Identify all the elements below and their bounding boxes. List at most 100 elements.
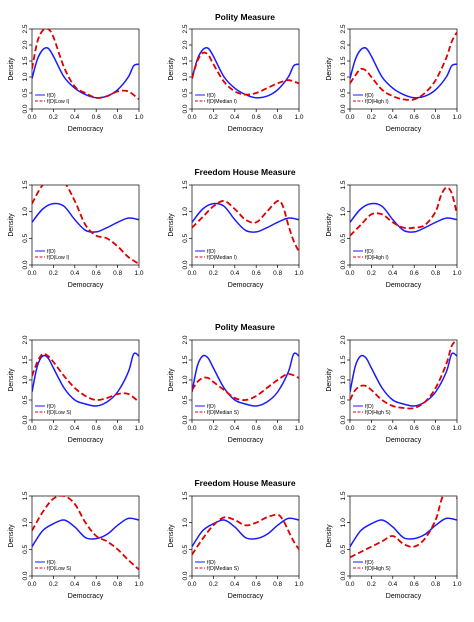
legend-label: f(D|Median I): [207, 99, 237, 105]
x-tick-label: 0.4: [388, 581, 397, 588]
conditional-density-line: [32, 185, 139, 265]
y-tick-label: 1.0: [22, 207, 29, 216]
x-tick-label: 0.4: [388, 425, 397, 432]
y-tick-label: 0.5: [22, 395, 29, 404]
legend: f(D)f(D|High I): [353, 249, 389, 261]
y-tick-label: 1.5: [182, 180, 189, 189]
y-axis-label: Density: [168, 213, 175, 237]
legend-label: f(D|Low I): [47, 255, 70, 261]
legend-label: f(D): [365, 404, 374, 410]
legend-label: f(D): [47, 560, 56, 566]
plot-frame: [191, 184, 300, 266]
x-tick-label: 0.6: [92, 270, 101, 277]
conditional-density-line: [192, 199, 299, 253]
fd-density-line: [350, 517, 457, 548]
conditional-density-line: [32, 29, 139, 101]
y-tick-label: 0.5: [340, 544, 347, 553]
x-tick-label: 0.8: [273, 425, 282, 432]
conditional-density-line: [32, 352, 139, 403]
x-tick-label: 1.0: [294, 114, 303, 121]
y-tick-label: 0.5: [340, 88, 347, 97]
y-tick-label: 1.5: [182, 355, 189, 364]
x-tick-label: 0.4: [230, 270, 239, 277]
x-tick-label: 0.2: [367, 270, 376, 277]
fd-density-line: [32, 517, 139, 548]
x-tick-label: 0.2: [367, 581, 376, 588]
x-tick-label: 0.6: [410, 270, 419, 277]
y-tick-label: 1.0: [22, 72, 29, 81]
y-tick-label: 0.0: [22, 571, 29, 580]
y-tick-label: 1.0: [182, 72, 189, 81]
panel-2: 0.0 0.2 0.4 0.6 0.8 1.0 0.0 0.5 1.0 1.5 2.0 2.5 Demo…: [168, 24, 304, 133]
y-tick-label: 1.5: [182, 56, 189, 65]
legend-label: f(D): [365, 560, 374, 566]
y-tick-label: 0.5: [182, 544, 189, 553]
x-axis-label: Democracy: [386, 282, 422, 289]
x-axis-label: Democracy: [228, 282, 264, 289]
x-tick-label: 0.6: [92, 581, 101, 588]
conditional-density-line: [350, 31, 457, 101]
panel-7: 0.0 0.2 0.4 0.6 0.8 1.0 0.0 0.5 1.0 1.5 2.0 Democra…: [8, 335, 144, 444]
x-tick-label: 0.8: [113, 114, 122, 121]
x-axis-label: Democracy: [386, 593, 422, 600]
x-tick-label: 1.0: [134, 581, 143, 588]
row-title-4: Freedom House Measure: [194, 478, 295, 488]
legend-label: f(D): [207, 249, 216, 255]
y-axis-label: Density: [326, 213, 333, 237]
y-tick-label: 0.5: [22, 233, 29, 242]
legend: f(D)f(D|Median I): [195, 249, 237, 261]
y-tick-label: 2.0: [340, 40, 347, 49]
x-tick-label: 0.0: [187, 581, 196, 588]
x-tick-label: 0.0: [345, 114, 354, 121]
x-tick-label: 0.4: [230, 581, 239, 588]
y-axis-label: Density: [168, 57, 175, 81]
x-tick-label: 0.6: [410, 425, 419, 432]
legend-label: f(D): [47, 93, 56, 99]
x-tick-label: 0.6: [92, 114, 101, 121]
y-tick-label: 1.0: [182, 518, 189, 527]
legend-label: f(D): [365, 249, 374, 255]
x-tick-label: 0.6: [92, 425, 101, 432]
y-tick-label: 1.5: [340, 491, 347, 500]
y-tick-label: 0.0: [22, 104, 29, 113]
y-tick-label: 1.5: [22, 491, 29, 500]
x-tick-label: 0.8: [431, 114, 440, 121]
x-tick-label: 0.2: [367, 425, 376, 432]
x-tick-label: 0.6: [252, 270, 261, 277]
legend-label: f(D): [207, 404, 216, 410]
x-tick-label: 0.4: [388, 114, 397, 121]
fd-density-line: [350, 352, 457, 407]
plot-frame: [349, 28, 458, 110]
plot-frame: [31, 495, 140, 577]
y-tick-label: 0.0: [22, 415, 29, 424]
legend-label: f(D|Median I): [207, 255, 237, 261]
x-tick-label: 0.2: [209, 270, 218, 277]
x-tick-label: 0.6: [252, 114, 261, 121]
conditional-density-line: [350, 186, 457, 237]
x-tick-label: 0.0: [27, 425, 36, 432]
panel-12: 0.0 0.2 0.4 0.6 0.8 1.0 0.0 0.5 1.0 1.5 Democracy D…: [326, 491, 462, 600]
x-axis-label: Democracy: [386, 437, 422, 444]
y-tick-label: 0.0: [340, 415, 347, 424]
legend: f(D)f(D|High I): [353, 93, 389, 105]
x-tick-label: 0.4: [70, 270, 79, 277]
x-axis-label: Democracy: [386, 126, 422, 133]
fd-density-line: [32, 352, 139, 407]
fd-density-line: [192, 202, 299, 233]
x-tick-label: 1.0: [134, 270, 143, 277]
y-tick-label: 0.5: [340, 395, 347, 404]
conditional-density-line: [192, 513, 299, 556]
row-title-1: Polity Measure: [215, 12, 275, 22]
y-axis-label: Density: [8, 524, 15, 548]
x-tick-label: 0.8: [113, 581, 122, 588]
y-tick-label: 1.5: [22, 56, 29, 65]
fd-density-line: [32, 202, 139, 233]
y-tick-label: 1.0: [340, 72, 347, 81]
y-tick-label: 1.5: [182, 491, 189, 500]
y-tick-label: 0.5: [340, 233, 347, 242]
legend-label: f(D|Low S): [47, 410, 72, 416]
conditional-density-line: [192, 373, 299, 401]
x-tick-label: 0.0: [345, 425, 354, 432]
x-tick-label: 0.8: [273, 114, 282, 121]
